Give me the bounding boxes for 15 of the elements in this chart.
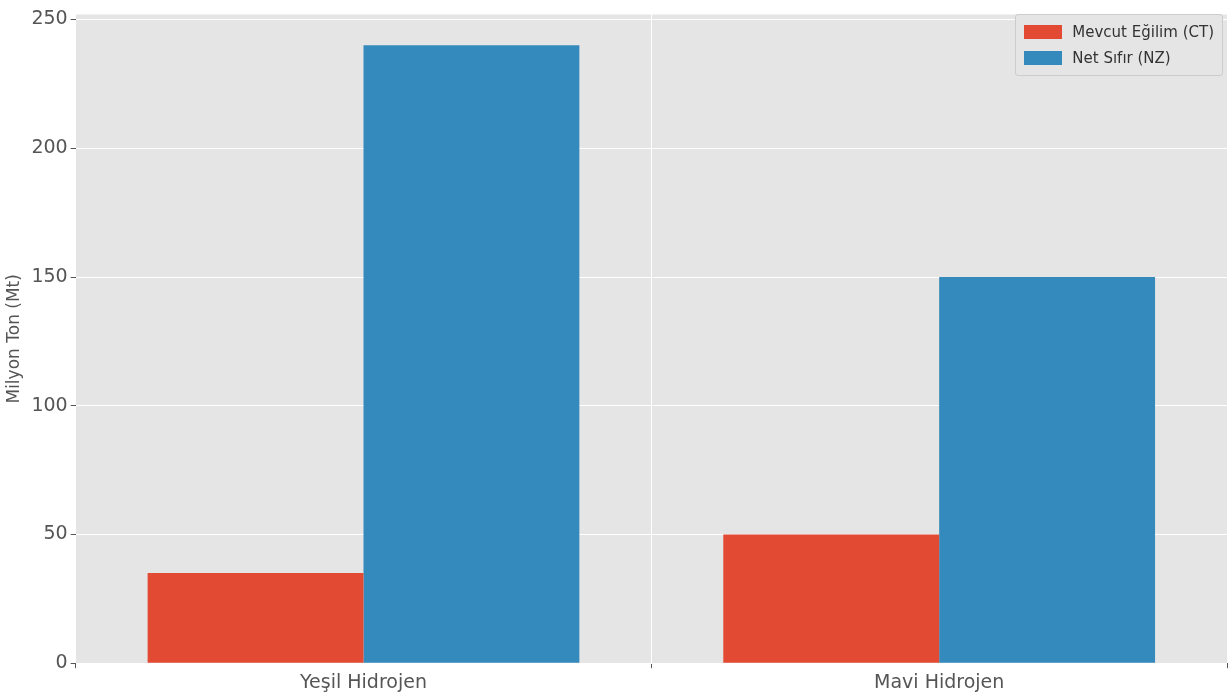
y-tick-label: 200 bbox=[31, 135, 68, 158]
x-tick-label: Mavi Hidrojen bbox=[874, 669, 1005, 692]
x-tick-label: Yeşil Hidrojen bbox=[299, 669, 427, 692]
y-tick-label: 150 bbox=[31, 263, 68, 286]
y-tick-label: 250 bbox=[31, 6, 68, 29]
y-tick-label: 100 bbox=[31, 392, 68, 415]
y-tick-label: 0 bbox=[55, 650, 68, 673]
bar bbox=[363, 45, 580, 663]
bar bbox=[147, 573, 364, 663]
bar bbox=[939, 277, 1156, 663]
y-tick-label: 50 bbox=[43, 521, 68, 544]
bar bbox=[723, 534, 940, 663]
legend-label: Net Sıfır (NZ) bbox=[1072, 49, 1171, 67]
y-axis-title: Milyon Ton (Mt) bbox=[2, 274, 23, 404]
legend-label: Mevcut Eğilim (CT) bbox=[1072, 23, 1214, 41]
